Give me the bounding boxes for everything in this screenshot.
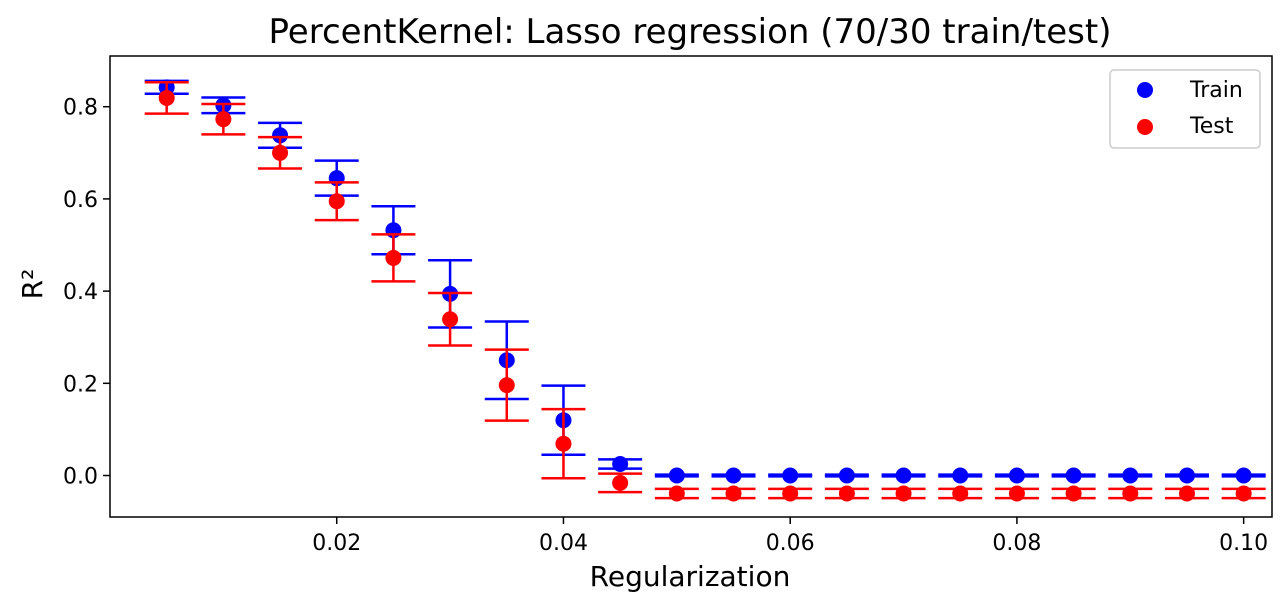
test-point: [272, 144, 289, 161]
y-tick-label: 0.0: [63, 465, 98, 490]
plot-frame: [109, 55, 1273, 518]
train-point: [668, 467, 685, 484]
x-tick-label: 0.02: [312, 531, 361, 556]
chart-title: PercentKernel: Lasso regression (70/30 t…: [269, 12, 1112, 52]
y-tick-label: 0.2: [63, 372, 98, 397]
y-tick-label: 0.4: [63, 280, 98, 305]
test-point: [1178, 485, 1195, 502]
test-point: [895, 485, 912, 502]
test-point: [498, 377, 515, 394]
legend: Train Test: [1109, 69, 1261, 149]
test-point: [952, 485, 969, 502]
legend-label-train: Train: [1189, 78, 1243, 103]
test-point: [1008, 485, 1025, 502]
test-point: [782, 485, 799, 502]
train-point: [1122, 467, 1139, 484]
legend-label-test: Test: [1189, 114, 1234, 139]
train-point: [895, 467, 912, 484]
x-axis-label: Regularization: [590, 560, 791, 593]
series-test: [144, 81, 1266, 502]
test-point: [1235, 485, 1252, 502]
test-point: [838, 485, 855, 502]
y-tick-label: 0.6: [63, 188, 98, 213]
legend-marker-train: [1137, 82, 1153, 98]
test-point: [668, 485, 685, 502]
test-point: [328, 193, 345, 210]
train-point: [612, 455, 629, 472]
train-point: [725, 467, 742, 484]
y-axis-label: R²: [16, 269, 49, 300]
test-point: [442, 311, 459, 328]
test-point: [555, 435, 572, 452]
x-tick-label: 0.06: [766, 531, 815, 556]
test-point: [612, 474, 629, 491]
train-point: [272, 127, 289, 144]
train-point: [1235, 467, 1252, 484]
x-tick-label: 0.08: [992, 531, 1041, 556]
train-point: [1065, 467, 1082, 484]
data-layer: [144, 79, 1266, 502]
test-point: [1065, 485, 1082, 502]
train-point: [952, 467, 969, 484]
test-point: [725, 485, 742, 502]
x-tick-label: 0.10: [1219, 531, 1268, 556]
y-tick-label: 0.8: [63, 96, 98, 121]
train-point: [838, 467, 855, 484]
test-point: [158, 89, 175, 106]
test-point: [215, 111, 232, 128]
legend-marker-test: [1137, 119, 1153, 135]
test-point: [1122, 485, 1139, 502]
train-point: [1178, 467, 1195, 484]
test-point: [385, 249, 402, 266]
x-tick-label: 0.04: [539, 531, 588, 556]
train-point: [1008, 467, 1025, 484]
train-point: [782, 467, 799, 484]
ticks-layer: 0.02 0.04 0.06 0.08 0.10 0.0 0.2 0.4 0.6 0.8: [63, 96, 1268, 556]
